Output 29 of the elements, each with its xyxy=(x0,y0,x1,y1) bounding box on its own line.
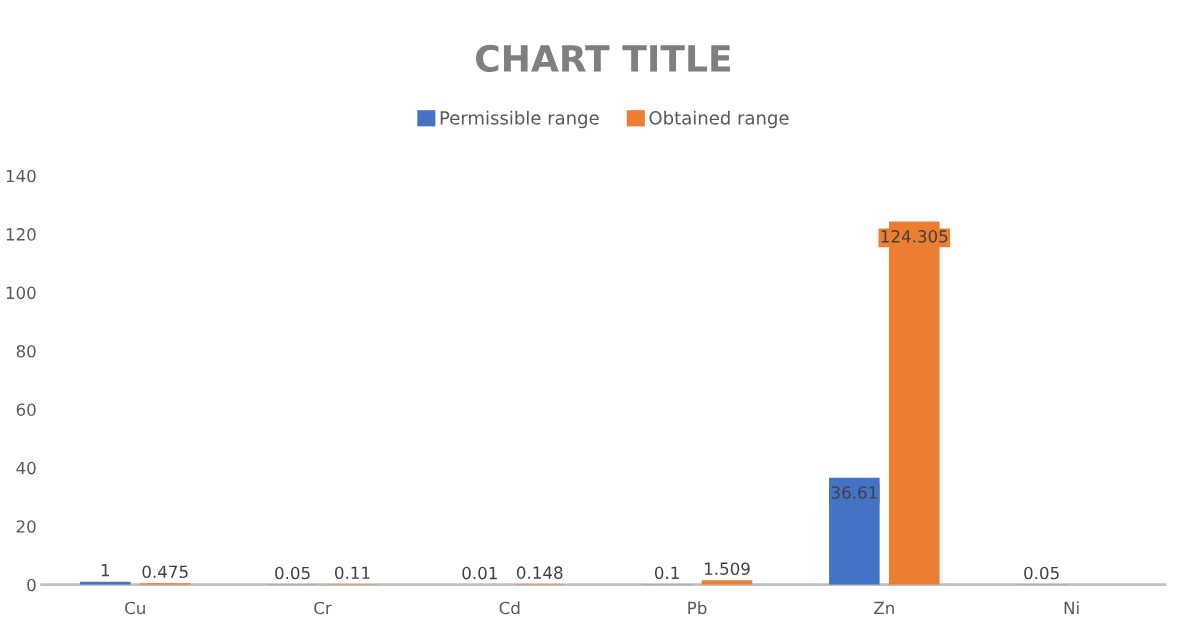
x-tick-label: Cr xyxy=(314,601,332,615)
data-label: 0.05 xyxy=(275,566,310,580)
chart-title: CHART TITLE xyxy=(476,44,730,73)
data-label: 0.11 xyxy=(335,566,370,580)
data-label: 0.475 xyxy=(142,565,188,579)
y-tick-label: 100 xyxy=(6,286,36,300)
data-label: 0.148 xyxy=(516,566,563,579)
y-tick-label: 20 xyxy=(16,520,36,533)
y-tick-label: 140 xyxy=(6,169,36,183)
x-tick-label: Zn xyxy=(874,601,894,615)
legend-label: Permissible range xyxy=(440,110,599,129)
data-label: 124.305 xyxy=(881,230,948,243)
data-label: 0.05 xyxy=(1024,566,1059,580)
y-tick-label: 120 xyxy=(6,228,36,241)
y-tick-label: 0 xyxy=(27,578,36,592)
data-label: 0.01 xyxy=(462,566,497,580)
x-tick-label: Ni xyxy=(1064,601,1079,615)
x-tick-label: Pb xyxy=(688,601,707,615)
y-tick-label: 80 xyxy=(16,344,36,358)
data-label: 1 xyxy=(101,564,110,577)
x-tick-label: Cd xyxy=(499,601,520,615)
data-label: 1.509 xyxy=(704,562,750,575)
bar xyxy=(701,580,753,585)
y-tick-label: 40 xyxy=(16,461,36,475)
y-tick-label: 60 xyxy=(16,403,36,416)
data-label: 0.1 xyxy=(654,566,679,580)
x-tick-label: Cu xyxy=(125,601,145,615)
data-label: 36.61 xyxy=(831,486,877,499)
legend-label: Obtained range xyxy=(649,110,789,129)
